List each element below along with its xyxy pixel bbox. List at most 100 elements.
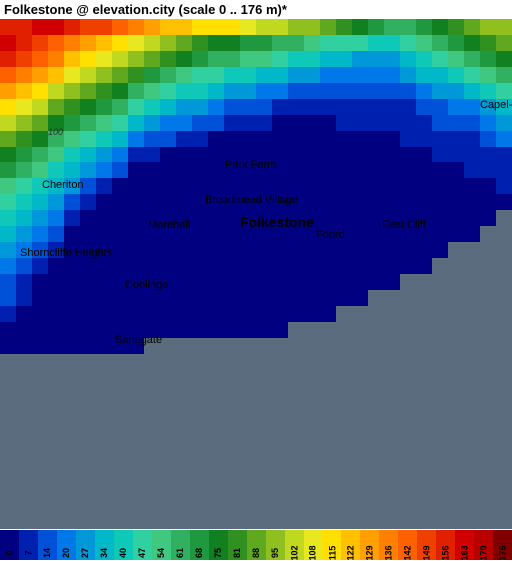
elevation-cell bbox=[304, 35, 320, 51]
elevation-cell bbox=[208, 306, 224, 322]
elevation-cell bbox=[144, 449, 160, 465]
legend-value: 136 bbox=[384, 545, 394, 560]
elevation-cell bbox=[288, 194, 304, 210]
elevation-cell bbox=[176, 131, 192, 147]
elevation-cell bbox=[176, 354, 192, 370]
elevation-cell bbox=[0, 274, 16, 290]
elevation-cell bbox=[400, 194, 416, 210]
elevation-cell bbox=[368, 210, 384, 226]
elevation-cell bbox=[16, 51, 32, 67]
elevation-cell bbox=[352, 19, 368, 35]
elevation-cell bbox=[80, 99, 96, 115]
elevation-cell bbox=[160, 51, 176, 67]
elevation-cell bbox=[320, 178, 336, 194]
elevation-cell bbox=[368, 274, 384, 290]
elevation-cell bbox=[144, 147, 160, 163]
elevation-cell bbox=[144, 162, 160, 178]
elevation-cell bbox=[144, 290, 160, 306]
elevation-cell bbox=[112, 274, 128, 290]
elevation-cell bbox=[192, 354, 208, 370]
elevation-cell bbox=[352, 131, 368, 147]
elevation-cell bbox=[272, 322, 288, 338]
elevation-cell bbox=[400, 386, 416, 402]
elevation-cell bbox=[432, 433, 448, 449]
elevation-cell bbox=[80, 67, 96, 83]
elevation-cell bbox=[352, 258, 368, 274]
elevation-map[interactable]: FolkestonePark FarmBroadmead VillageMore… bbox=[0, 19, 512, 529]
elevation-cell bbox=[320, 433, 336, 449]
legend-swatch: 122 bbox=[341, 530, 360, 560]
elevation-cell bbox=[176, 162, 192, 178]
elevation-cell bbox=[464, 67, 480, 83]
elevation-cell bbox=[224, 433, 240, 449]
elevation-cell bbox=[112, 162, 128, 178]
elevation-cell bbox=[496, 290, 512, 306]
elevation-cell bbox=[432, 306, 448, 322]
elevation-cell bbox=[336, 35, 352, 51]
elevation-cell bbox=[80, 19, 96, 35]
elevation-cell bbox=[208, 322, 224, 338]
elevation-cell bbox=[160, 115, 176, 131]
elevation-cell bbox=[192, 513, 208, 529]
elevation-cell bbox=[480, 449, 496, 465]
legend-swatch: 170 bbox=[474, 530, 493, 560]
elevation-cell bbox=[192, 19, 208, 35]
elevation-cell bbox=[432, 131, 448, 147]
elevation-cell bbox=[64, 67, 80, 83]
elevation-cell bbox=[208, 115, 224, 131]
elevation-cell bbox=[96, 258, 112, 274]
elevation-cell bbox=[32, 497, 48, 513]
legend-value: 156 bbox=[441, 545, 451, 560]
elevation-cell bbox=[0, 513, 16, 529]
elevation-cell bbox=[336, 417, 352, 433]
elevation-cell bbox=[432, 449, 448, 465]
elevation-cell bbox=[96, 83, 112, 99]
elevation-cell bbox=[480, 274, 496, 290]
elevation-cell bbox=[336, 306, 352, 322]
elevation-cell bbox=[352, 465, 368, 481]
elevation-cell bbox=[112, 433, 128, 449]
elevation-cell bbox=[0, 322, 16, 338]
elevation-cell bbox=[32, 147, 48, 163]
elevation-cell bbox=[432, 354, 448, 370]
elevation-cell bbox=[416, 19, 432, 35]
elevation-cell bbox=[448, 131, 464, 147]
elevation-cell bbox=[48, 417, 64, 433]
elevation-cell bbox=[192, 242, 208, 258]
elevation-cell bbox=[208, 242, 224, 258]
elevation-cell bbox=[64, 481, 80, 497]
page-title: Folkestone @ elevation.city (scale 0 .. … bbox=[0, 0, 512, 19]
elevation-cell bbox=[416, 497, 432, 513]
elevation-cell bbox=[48, 51, 64, 67]
legend-swatch: 75 bbox=[209, 530, 228, 560]
elevation-cell bbox=[192, 497, 208, 513]
elevation-cell bbox=[0, 433, 16, 449]
elevation-cell bbox=[0, 481, 16, 497]
elevation-cell bbox=[272, 162, 288, 178]
elevation-cell bbox=[304, 178, 320, 194]
elevation-cell bbox=[128, 194, 144, 210]
elevation-cell bbox=[368, 51, 384, 67]
elevation-cell bbox=[64, 258, 80, 274]
elevation-cell bbox=[272, 131, 288, 147]
elevation-cell bbox=[32, 513, 48, 529]
elevation-cell bbox=[208, 513, 224, 529]
elevation-cell bbox=[384, 449, 400, 465]
elevation-cell bbox=[144, 242, 160, 258]
elevation-cell bbox=[192, 162, 208, 178]
elevation-cell bbox=[384, 226, 400, 242]
elevation-cell bbox=[160, 131, 176, 147]
elevation-cell bbox=[320, 131, 336, 147]
elevation-cell bbox=[336, 19, 352, 35]
elevation-cell bbox=[160, 481, 176, 497]
elevation-cell bbox=[144, 35, 160, 51]
elevation-cell bbox=[224, 99, 240, 115]
elevation-cell bbox=[352, 210, 368, 226]
elevation-cell bbox=[240, 115, 256, 131]
elevation-cell bbox=[0, 99, 16, 115]
legend-value: 115 bbox=[327, 546, 337, 561]
elevation-cell bbox=[32, 481, 48, 497]
elevation-cell bbox=[496, 513, 512, 529]
elevation-cell bbox=[96, 162, 112, 178]
elevation-cell bbox=[304, 67, 320, 83]
